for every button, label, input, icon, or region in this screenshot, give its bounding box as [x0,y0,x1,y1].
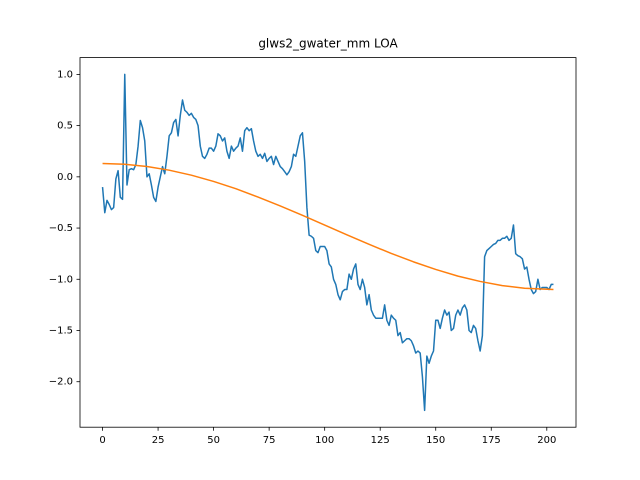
x-tick-label: 100 [315,435,334,446]
x-tick-label: 50 [207,435,220,446]
x-tick-label: 175 [482,435,501,446]
chart-title: glws2_gwater_mm LOA [258,37,398,51]
y-tick-label: 0.0 [57,172,73,183]
y-tick-label: 1.0 [57,69,73,80]
y-tick-label: 0.5 [57,121,73,132]
line-series [102,162,554,291]
x-tick-label: 125 [371,435,390,446]
y-tick-label: −1.0 [49,274,73,285]
line-series [101,73,554,412]
plot-frame [79,57,577,428]
y-tick-label: −0.5 [49,223,73,234]
y-tick-label: −1.5 [49,325,73,336]
x-tick-label: 150 [426,435,445,446]
x-tick-label: 75 [263,435,276,446]
x-tick-label: 25 [152,435,165,446]
x-tick-label: 0 [99,435,105,446]
y-tick-label: −2.0 [49,377,73,388]
x-tick-label: 200 [537,435,556,446]
